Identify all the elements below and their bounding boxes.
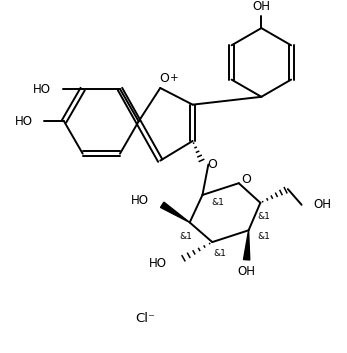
Text: O: O: [242, 173, 252, 186]
Text: Cl⁻: Cl⁻: [136, 312, 155, 325]
Text: HO: HO: [15, 115, 33, 128]
Polygon shape: [161, 202, 190, 222]
Text: &1: &1: [258, 232, 271, 241]
Text: OH: OH: [238, 265, 256, 278]
Polygon shape: [244, 230, 250, 260]
Text: HO: HO: [130, 195, 149, 207]
Text: O: O: [208, 158, 217, 171]
Text: &1: &1: [179, 232, 192, 241]
Text: HO: HO: [149, 257, 167, 270]
Text: &1: &1: [258, 212, 271, 221]
Text: HO: HO: [33, 83, 51, 96]
Text: OH: OH: [252, 0, 270, 13]
Text: O: O: [159, 72, 169, 85]
Text: +: +: [170, 73, 178, 83]
Text: OH: OH: [313, 198, 331, 211]
Text: &1: &1: [212, 198, 225, 207]
Text: &1: &1: [214, 249, 227, 258]
